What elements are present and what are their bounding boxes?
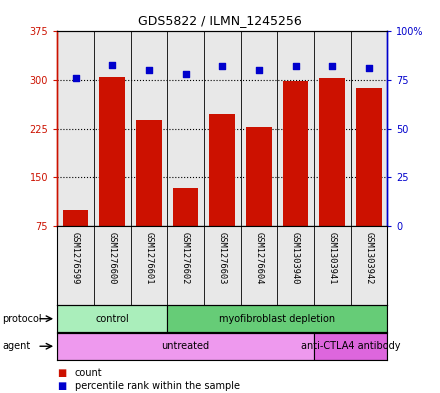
Bar (99, 77, 125, 275)
Text: GSM1303941: GSM1303941 (328, 232, 337, 285)
Text: GSM1276603: GSM1276603 (218, 232, 227, 285)
Bar (167, 305, 387, 332)
Bar (319, 78, 345, 275)
Text: agent: agent (2, 341, 30, 351)
Point (255, 67, 262, 73)
Point (365, 65, 372, 72)
Text: percentile rank within the sample: percentile rank within the sample (75, 381, 240, 391)
Text: anti-CTLA4 antibody: anti-CTLA4 antibody (301, 341, 400, 351)
Text: GSM1303942: GSM1303942 (364, 232, 374, 285)
Point (329, 63, 336, 70)
Point (182, 71, 189, 77)
Text: count: count (75, 367, 103, 378)
Bar (246, 127, 272, 275)
Bar (63, 210, 88, 275)
Text: GSM1276604: GSM1276604 (254, 232, 264, 285)
Point (292, 63, 299, 70)
Bar (283, 81, 308, 275)
Bar (314, 333, 387, 360)
Bar (173, 188, 198, 275)
Text: ■: ■ (57, 367, 66, 378)
Bar (57, 333, 314, 360)
Point (145, 67, 152, 73)
Point (109, 61, 116, 68)
Text: GSM1303940: GSM1303940 (291, 232, 300, 285)
Text: myofibroblast depletion: myofibroblast depletion (219, 314, 335, 324)
Point (219, 63, 226, 70)
Text: GSM1276601: GSM1276601 (144, 232, 154, 285)
Bar (57, 305, 167, 332)
Bar (209, 114, 235, 275)
Text: GDS5822 / ILMN_1245256: GDS5822 / ILMN_1245256 (138, 14, 302, 27)
Text: ■: ■ (57, 381, 66, 391)
Bar (356, 88, 382, 275)
Bar (136, 120, 162, 275)
Point (72, 75, 79, 81)
Text: GSM1276600: GSM1276600 (108, 232, 117, 285)
Text: protocol: protocol (2, 314, 42, 324)
Text: control: control (95, 314, 129, 324)
Text: GSM1276599: GSM1276599 (71, 232, 80, 285)
Text: GSM1276602: GSM1276602 (181, 232, 190, 285)
Text: untreated: untreated (161, 341, 209, 351)
